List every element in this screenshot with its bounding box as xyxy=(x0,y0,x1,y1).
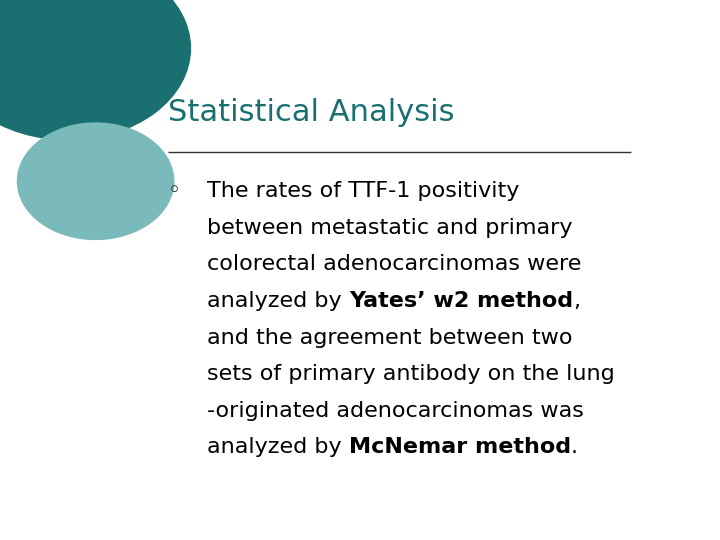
Text: between metastatic and primary: between metastatic and primary xyxy=(207,218,572,238)
Text: .: . xyxy=(571,437,578,457)
Text: analyzed by: analyzed by xyxy=(207,437,349,457)
Text: colorectal adenocarcinomas were: colorectal adenocarcinomas were xyxy=(207,254,582,274)
Text: Yates’ w2 method: Yates’ w2 method xyxy=(349,291,573,311)
Text: analyzed by: analyzed by xyxy=(207,291,349,311)
Text: ◦: ◦ xyxy=(168,181,181,201)
Text: McNemar method: McNemar method xyxy=(349,437,571,457)
Text: and the agreement between two: and the agreement between two xyxy=(207,328,572,348)
Circle shape xyxy=(17,123,174,239)
Text: Statistical Analysis: Statistical Analysis xyxy=(168,98,454,127)
Circle shape xyxy=(0,0,190,140)
Text: sets of primary antibody on the lung: sets of primary antibody on the lung xyxy=(207,364,615,384)
Text: -originated adenocarcinomas was: -originated adenocarcinomas was xyxy=(207,401,584,421)
Text: The rates of TTF-1 positivity: The rates of TTF-1 positivity xyxy=(207,181,520,201)
Text: ,: , xyxy=(573,291,580,311)
